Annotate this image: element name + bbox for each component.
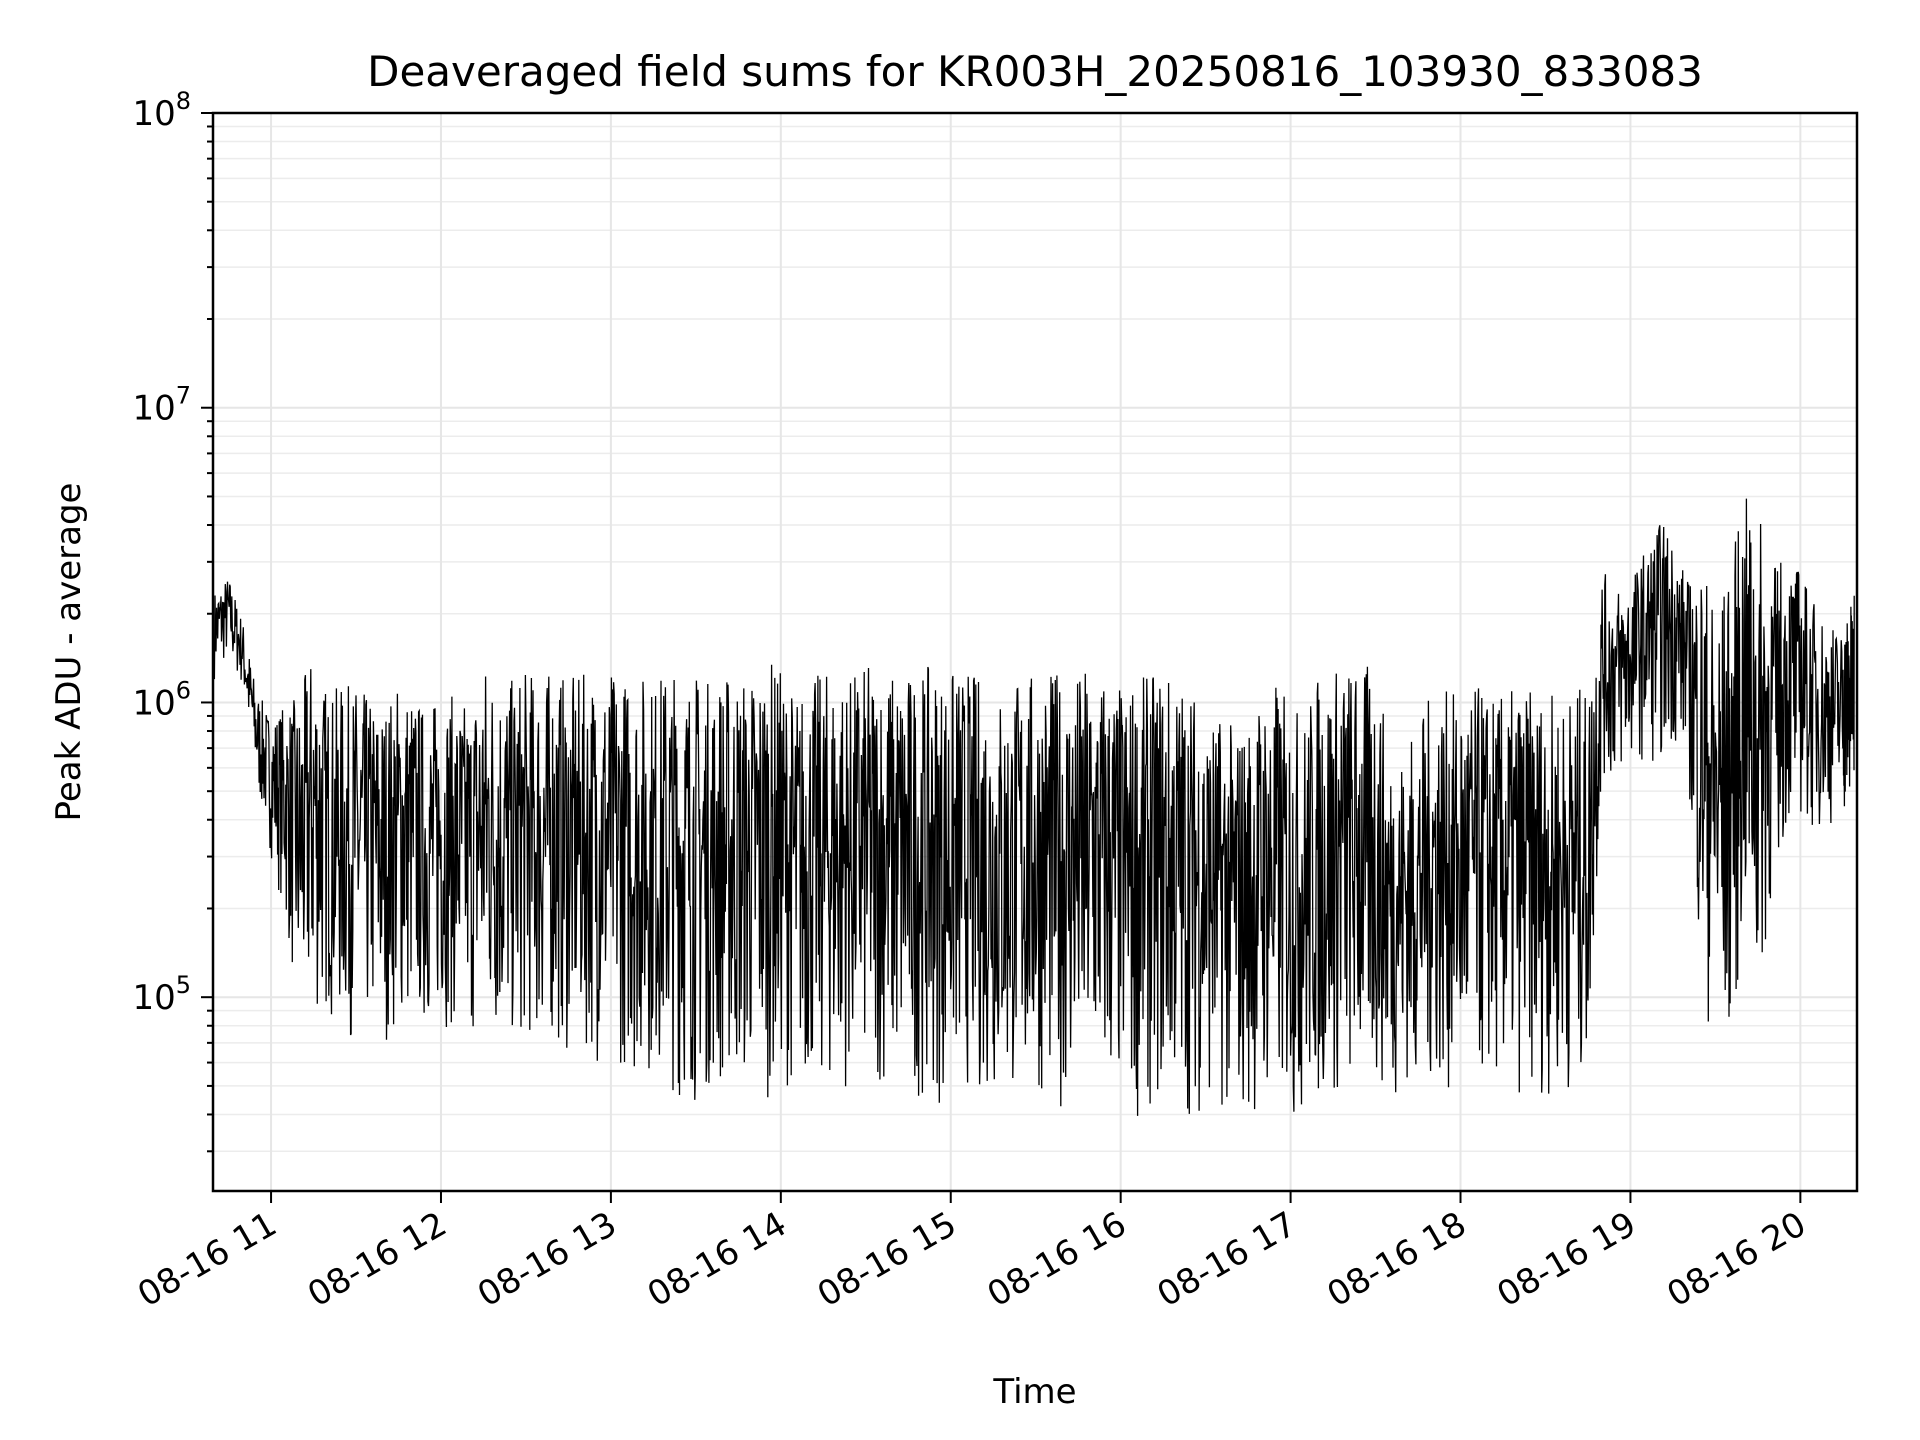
x-axis-label: Time bbox=[992, 1372, 1076, 1412]
y-tick-label: 108 bbox=[132, 87, 191, 134]
chart-title: Deaveraged field sums for KR003H_2025081… bbox=[367, 47, 1703, 96]
series-layer bbox=[213, 498, 1855, 1116]
y-tick-label: 105 bbox=[132, 971, 191, 1018]
y-axis-label: Peak ADU - average bbox=[49, 483, 89, 822]
y-tick-label: 107 bbox=[132, 382, 191, 429]
series-line bbox=[213, 498, 1855, 1116]
plot-frame bbox=[211, 111, 1859, 1193]
y-tick-label: 106 bbox=[132, 676, 191, 723]
